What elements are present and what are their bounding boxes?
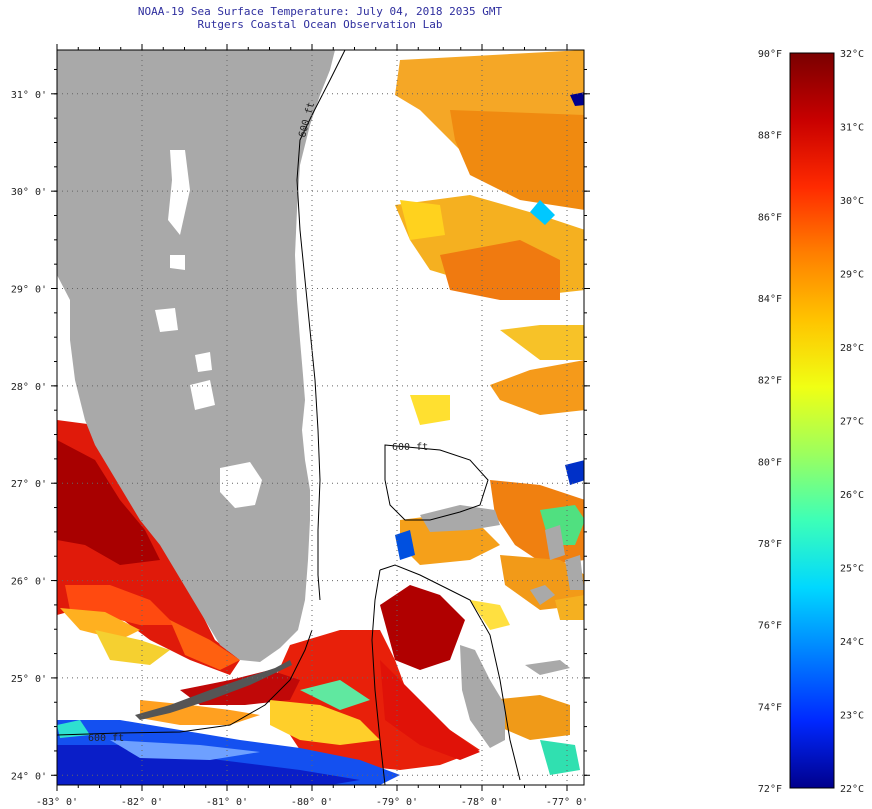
colorbar-celsius-labels: 32°C 31°C 30°C 29°C 28°C 27°C 26°C 25°C 24°C 23°C… (840, 49, 864, 795)
depth-contours-600ft (57, 50, 521, 785)
colorbar-celsius-label: 29°C (840, 270, 864, 281)
colorbar-fahrenheit-label: 80°F (758, 457, 782, 468)
map-subtitle: Rutgers Coastal Ocean Observation Lab (197, 18, 443, 31)
colorbar-celsius-label: 27°C (840, 417, 864, 428)
colorbar-celsius-label: 23°C (840, 711, 864, 722)
lon-tick-label: -78° 0' (461, 797, 503, 808)
longitude-labels: -83° 0' -82° 0' -81° 0' -80° 0' -79° 0' -78° … (36, 797, 588, 808)
sst-patches-bahamas (395, 480, 584, 610)
temperature-colorbar: 90°F 88°F 86°F 84°F 82°F 80°F 78°F 76°F 74°F 72°F… (758, 49, 864, 795)
lat-tick-label: 27° 0' (11, 479, 47, 490)
lat-tick-label: 29° 0' (11, 285, 47, 296)
colorbar-fahrenheit-label: 82°F (758, 376, 782, 387)
colorbar-celsius-label: 32°C (840, 49, 864, 60)
colorbar-celsius-label: 25°C (840, 564, 864, 575)
map-frame (56, 49, 585, 786)
bahamas-landmass (420, 505, 584, 748)
colorbar-celsius-label: 22°C (840, 784, 864, 795)
lat-tick-label: 24° 0' (11, 771, 47, 782)
colorbar-fahrenheit-label: 90°F (758, 49, 782, 60)
colorbar-fahrenheit-label: 72°F (758, 784, 782, 795)
colorbar-gradient (789, 52, 835, 789)
map-title: NOAA-19 Sea Surface Temperature: July 04… (137, 5, 503, 18)
lat-tick-label: 25° 0' (11, 674, 47, 685)
sst-map: 600 ft 600 ft 600 ft -83° 0' -82° 0' -81° … (11, 44, 590, 808)
lat-tick-label: 30° 0' (11, 187, 47, 198)
colorbar-fahrenheit-label: 86°F (758, 212, 782, 223)
lon-tick-label: -79° 0' (376, 797, 418, 808)
contour-label-600ft-south: 600 ft (88, 733, 124, 744)
latitude-labels: 31° 0' 30° 0' 29° 0' 28° 0' 27° 0' 26° 0' 25° … (11, 90, 47, 782)
lon-tick-label: -81° 0' (206, 797, 248, 808)
lon-tick-label: -80° 0' (291, 797, 333, 808)
lon-tick-label: -83° 0' (36, 797, 78, 808)
colorbar-celsius-label: 28°C (840, 343, 864, 354)
colorbar-celsius-label: 26°C (840, 490, 864, 501)
sst-patches-straits (57, 585, 584, 785)
lat-tick-label: 31° 0' (11, 90, 47, 101)
florida-keys (135, 660, 292, 720)
sst-patches-north-atlantic (395, 50, 584, 485)
colorbar-fahrenheit-label: 88°F (758, 131, 782, 142)
florida-landmass (57, 50, 335, 662)
colorbar-fahrenheit-label: 74°F (758, 702, 782, 713)
lat-tick-label: 26° 0' (11, 577, 47, 588)
colorbar-fahrenheit-label: 78°F (758, 539, 782, 550)
colorbar-celsius-label: 30°C (840, 196, 864, 207)
lon-tick-label: -82° 0' (121, 797, 163, 808)
colorbar-fahrenheit-label: 76°F (758, 621, 782, 632)
contour-label-600ft-bahamas: 600 ft (392, 442, 428, 453)
colorbar-celsius-label: 31°C (840, 123, 864, 134)
map-tick-marks (51, 44, 590, 791)
lat-tick-label: 28° 0' (11, 382, 47, 393)
colorbar-celsius-label: 24°C (840, 637, 864, 648)
sst-patches-gulf (57, 420, 240, 675)
lon-tick-label: -77° 0' (546, 797, 588, 808)
colorbar-fahrenheit-label: 84°F (758, 294, 782, 305)
colorbar-fahrenheit-labels: 90°F 88°F 86°F 84°F 82°F 80°F 78°F 76°F 74°F 72°F (758, 49, 782, 795)
